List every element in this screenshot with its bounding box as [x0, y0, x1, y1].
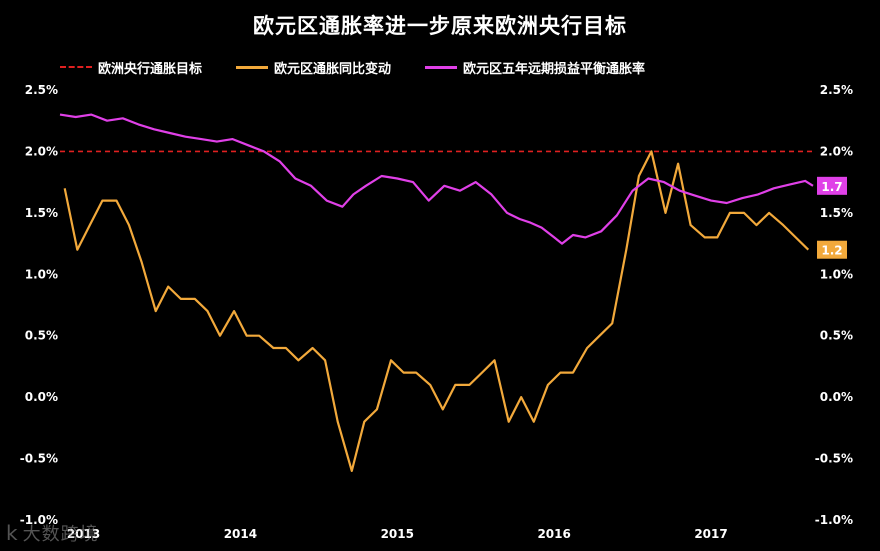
y-tick-label-right: 2.0%	[820, 144, 853, 158]
x-tick-label: 2017	[694, 527, 727, 541]
x-tick-label: 2015	[381, 527, 414, 541]
end-value-badge	[817, 240, 847, 259]
legend-label-breakeven: 欧元区五年远期损益平衡通胀率	[463, 61, 646, 77]
chart-title: 欧元区通胀率进一步原来欧洲央行目标	[253, 14, 627, 38]
legend-item-breakeven: 欧元区五年远期损益平衡通胀率	[425, 58, 645, 77]
watermark-text: 大数跨境	[22, 524, 99, 545]
y-tick-label-left: 2.5%	[25, 83, 58, 97]
legend-swatch-dashed	[60, 66, 92, 68]
breakeven-5y5y-line	[59, 113, 814, 245]
y-tick-label-right: 1.0%	[820, 267, 853, 281]
y-tick-label-right: -0.5%	[815, 452, 853, 466]
legend-label-hicp: 欧元区通胀同比变动	[274, 61, 392, 77]
y-tick-label-left: 0.0%	[25, 390, 58, 404]
x-tick-label: 2014	[224, 527, 257, 541]
y-tick-label-right: 0.5%	[820, 329, 853, 343]
y-tick-label-left: 1.5%	[25, 206, 58, 220]
y-tick-label-left: -0.5%	[20, 452, 58, 466]
legend-swatch-orange	[236, 65, 269, 69]
watermark-logo: k	[6, 521, 19, 545]
legend-swatch-magenta	[425, 65, 458, 69]
y-tick-label-left: -1.0%	[20, 513, 58, 527]
y-tick-label-left: 2.0%	[25, 144, 58, 158]
legend: 欧洲央行通胀目标 欧元区通胀同比变动 欧元区五年远期损益平衡通胀率	[60, 56, 800, 78]
legend-item-ecb-target: 欧洲央行通胀目标	[60, 58, 202, 77]
y-tick-label-right: 1.5%	[820, 206, 853, 220]
y-tick-label-right: -1.0%	[815, 513, 853, 527]
end-value-badge	[817, 176, 847, 195]
y-tick-label-left: 1.0%	[25, 267, 58, 281]
watermark: k 大数跨境	[6, 520, 99, 546]
x-tick-label: 2013	[67, 527, 100, 541]
y-tick-label-right: 2.5%	[820, 83, 853, 97]
hicp-yoy-line	[63, 150, 810, 472]
legend-item-hicp: 欧元区通胀同比变动	[236, 58, 391, 77]
y-tick-label-right: 0.0%	[820, 390, 853, 404]
legend-label-ecb-target: 欧洲央行通胀目标	[98, 61, 203, 77]
end-value-label: 1.7	[821, 180, 842, 194]
y-tick-label-left: 0.5%	[25, 329, 58, 343]
x-tick-label: 2016	[537, 527, 570, 541]
end-value-label: 1.2	[821, 244, 842, 258]
